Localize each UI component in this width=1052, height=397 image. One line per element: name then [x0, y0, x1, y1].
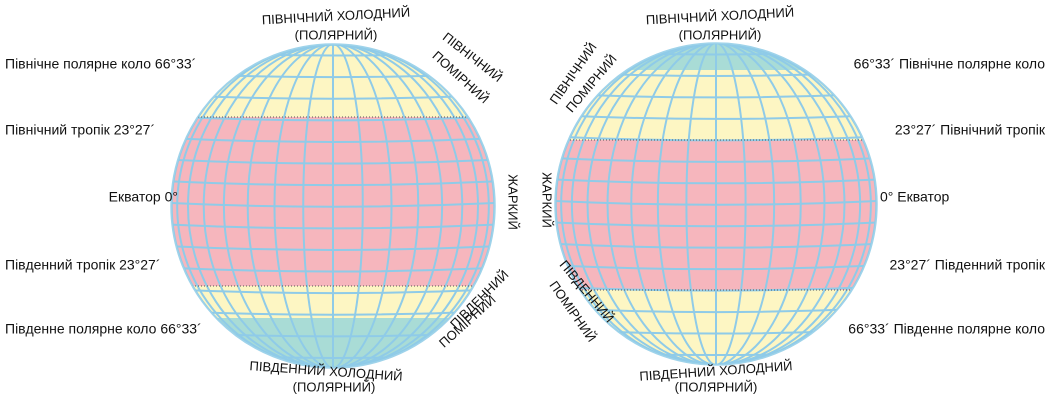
- meridian: [560, 43, 872, 365]
- meridian: [630, 43, 802, 365]
- meridian: [656, 43, 776, 365]
- meridian: [570, 43, 862, 365]
- zone-label: ПІВНІЧНИЙ ХОЛОДНИЙ: [645, 5, 794, 28]
- meridian: [186, 44, 480, 368]
- meridian: [685, 43, 747, 365]
- line-label: Північний тропік 23°27´: [5, 122, 155, 138]
- meridian: [273, 44, 393, 368]
- meridian: [302, 44, 364, 368]
- line-label: Південне полярне коло 66°33´: [5, 321, 202, 337]
- zone-label: (ПОЛЯРНИЙ): [293, 379, 376, 394]
- line-label: 66°33´ Південне полярне коло: [848, 321, 1045, 337]
- meridian: [606, 43, 826, 365]
- zone-label: ЖАРКИЙ: [506, 174, 521, 230]
- line-label: 66°33´ Північне полярне коло: [854, 56, 1046, 72]
- zone-label: (ПОЛЯРНИЙ): [295, 27, 378, 42]
- meridian: [222, 44, 444, 368]
- globe: [171, 44, 495, 368]
- zone-label: (ПОЛЯРНИЙ): [679, 27, 762, 42]
- meridian: [202, 44, 464, 368]
- globes: [170, 42, 878, 369]
- zone-label: (ПОЛЯРНИЙ): [675, 379, 758, 394]
- line-label: 0° Екватор: [880, 189, 950, 205]
- line-label: 23°27´ Північний тропік: [895, 122, 1046, 138]
- line-label: Екватор 0°: [109, 189, 178, 205]
- meridian: [586, 43, 846, 365]
- line-label: Південний тропік 23°27´: [5, 257, 161, 273]
- meridian: [176, 44, 490, 368]
- globe-outline: [554, 42, 878, 366]
- line-label: Північне полярне коло 66°33´: [5, 56, 196, 72]
- line-label: 23°27´ Південний тропік: [890, 257, 1046, 273]
- meridian: [246, 44, 420, 368]
- globe-outline: [170, 43, 496, 369]
- zone-label: ЖАРКИЙ: [540, 172, 555, 228]
- zone-label: ПІВНІЧНИЙ ХОЛОДНИЙ: [261, 5, 410, 28]
